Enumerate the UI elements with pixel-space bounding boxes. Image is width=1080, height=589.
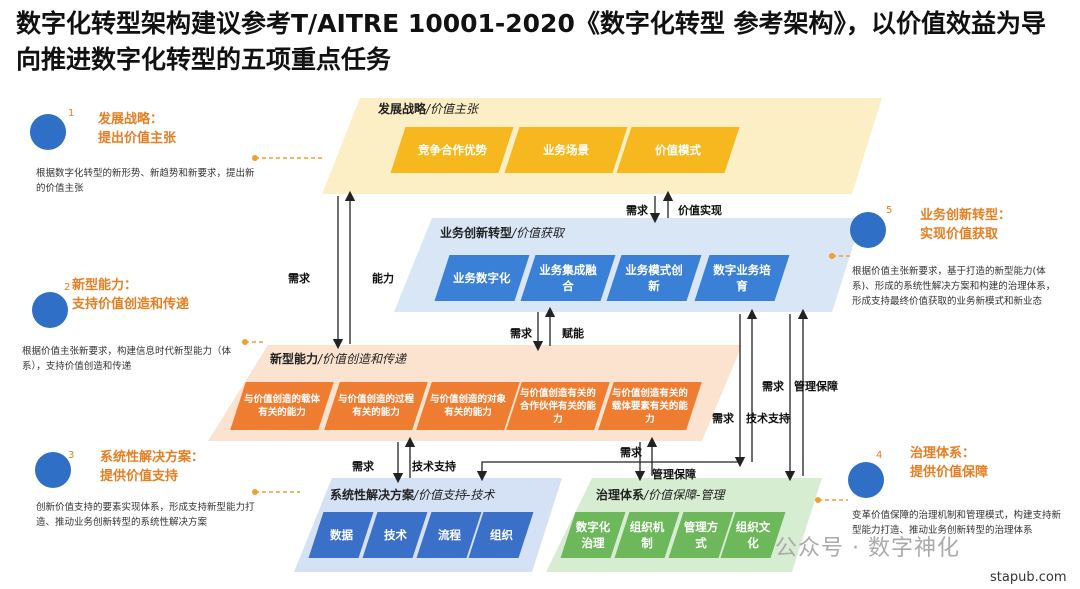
note-subtitle: 实现价值获取 <box>920 227 999 242</box>
arrow-label: 赋能 <box>562 327 584 340</box>
note-number: 5 <box>886 205 893 216</box>
arrow-label: 需求 <box>510 327 532 340</box>
layer-box: 业务模式创新 <box>606 255 702 301</box>
arrow-label: 管理保障 <box>794 380 838 393</box>
note-number: 3 <box>68 450 75 461</box>
layer-box: 业务场景 <box>504 127 628 173</box>
box-label: 与价值创造有关的载体要素有关的能力 <box>612 387 689 425</box>
note-dot <box>242 339 248 345</box>
note-icon <box>848 462 884 498</box>
layer-box: 与价值创造的对象有关的能力 <box>416 382 520 430</box>
box-label: 与价值创造有关的合作伙伴有关的能力 <box>520 387 597 425</box>
arrow-label: 需求 <box>288 272 310 285</box>
layer-name: 系统性解决方案 <box>330 488 415 502</box>
box-label: 业务数字化 <box>453 271 511 285</box>
layer-box: 数字业务培育 <box>694 255 790 301</box>
layer-title: 系统性解决方案/价值支持-技术 <box>330 486 494 503</box>
box-label: 数字化治理 <box>575 520 611 550</box>
note-number: 2 <box>64 282 71 293</box>
note-subtitle: 提出价值主张 <box>98 131 177 146</box>
layer-box: 与价值创造的载体有关的能力 <box>230 382 334 430</box>
connector <box>476 461 740 482</box>
box-label: 技术 <box>383 528 407 542</box>
note-icon <box>35 452 71 488</box>
layer-box: 与价值创造有关的合作伙伴有关的能力 <box>506 382 610 430</box>
arrow-label: 需求 <box>626 204 648 217</box>
note-title: 业务创新转型： <box>920 208 1012 223</box>
arrow-label: 技术支持 <box>746 412 790 425</box>
note-icon <box>850 212 886 248</box>
box-label: 价值模式 <box>655 143 701 157</box>
box-label: 数字业务培育 <box>713 263 771 293</box>
note-dot <box>252 155 258 161</box>
note-subtitle: 提供价值保障 <box>910 465 989 480</box>
arrow-label: 价值实现 <box>678 204 722 217</box>
note-number: 1 <box>68 108 75 119</box>
arrow-label: 需求 <box>712 412 734 425</box>
note-subtitle: 提供价值支持 <box>100 469 179 484</box>
note-text: 根据价值主张新要求，基于打造的新型能力(体系)、形成的系统性解决方案和构建的治理… <box>852 266 1056 307</box>
layer-title: 治理体系/价值保障-管理 <box>596 486 724 503</box>
layer-box: 业务数字化 <box>434 255 530 301</box>
layer-title: 发展战略/价值主张 <box>378 100 478 117</box>
layer-title: 新型能力/价值创造和传递 <box>270 350 406 367</box>
box-label: 数据 <box>329 528 353 542</box>
note-icon <box>30 114 66 150</box>
note-text: 根据数字化转型的新形势、新趋势和新要求，提出新的价值主张 <box>36 168 255 194</box>
box-label: 管理方式 <box>683 520 719 550</box>
arrow-label: 技术支持 <box>412 460 456 473</box>
layer-box: 与价值创造有关的载体要素有关的能力 <box>598 382 702 430</box>
layer-aspect: /价值获取 <box>512 226 565 240</box>
layer-name: 新型能力 <box>270 352 319 366</box>
note-dot <box>815 497 821 503</box>
layer-box: 业务集成融合 <box>520 255 616 301</box>
box-label: 业务场景 <box>543 143 589 157</box>
box-label: 业务模式创新 <box>625 263 683 293</box>
arrow-label: 需求 <box>762 380 784 393</box>
note-icon <box>32 292 68 328</box>
box-label: 流程 <box>437 528 461 542</box>
source: stapub.com <box>990 570 1067 585</box>
title: 数字化转型架构建议参考T/AITRE 10001-2020《数字化转型 参考架构… <box>16 9 1047 74</box>
note-title: 新型能力： <box>72 278 138 293</box>
box-label: 组织文化 <box>735 520 771 550</box>
watermark: 公众号 · 数字神化 <box>775 536 960 561</box>
arrow-label: 管理保障 <box>652 468 696 481</box>
layer-box: 竞争合作优势 <box>390 127 514 173</box>
note-title: 治理体系： <box>910 446 976 461</box>
box-label: 竞争合作优势 <box>417 143 487 157</box>
layer-aspect: /价值主张 <box>426 102 479 116</box>
layer-aspect: /价值创造和传递 <box>318 352 407 366</box>
note-dot <box>252 489 258 495</box>
arrow-label: 需求 <box>352 460 374 473</box>
box-label: 与价值创造的过程有关的能力 <box>338 394 415 418</box>
note-title: 发展战略： <box>98 112 164 127</box>
box-label: 组织 <box>489 528 513 542</box>
layer-name: 治理体系 <box>596 488 645 502</box>
layer-aspect: /价值保障-管理 <box>644 488 725 502</box>
box-label: 与价值创造的对象有关的能力 <box>430 394 507 418</box>
note-title: 系统性解决方案： <box>100 450 205 465</box>
note-number: 4 <box>876 450 883 461</box>
note-text: 变革价值保障的治理机制和管理模式，构建支持新型能力打造、推动业务创新转型的治理体… <box>852 510 1062 536</box>
box-label: 组织机制 <box>629 520 665 550</box>
arrow-label: 需求 <box>620 446 642 459</box>
layer-aspect: /价值支持-技术 <box>414 488 495 502</box>
note-subtitle: 支持价值创造和传递 <box>72 297 190 312</box>
note-text: 创新价值支持的要素实现体系，形成支持新型能力打造、推动业务创新转型的系统性解决方… <box>36 502 255 528</box>
layer-title: 业务创新转型/价值获取 <box>440 224 564 241</box>
layer-box: 与价值创造的过程有关的能力 <box>324 382 428 430</box>
note-text: 根据价值主张新要求，构建信息时代新型能力（体系），支持价值创造和传递 <box>22 346 232 372</box>
box-label: 与价值创造的载体有关的能力 <box>244 394 321 418</box>
layer-box: 价值模式 <box>616 127 740 173</box>
layer-name: 发展战略 <box>378 102 427 116</box>
box-label: 业务集成融合 <box>539 263 597 293</box>
arrow-label: 能力 <box>372 272 394 285</box>
layer-name: 业务创新转型 <box>440 226 513 240</box>
note-dot <box>829 253 835 259</box>
